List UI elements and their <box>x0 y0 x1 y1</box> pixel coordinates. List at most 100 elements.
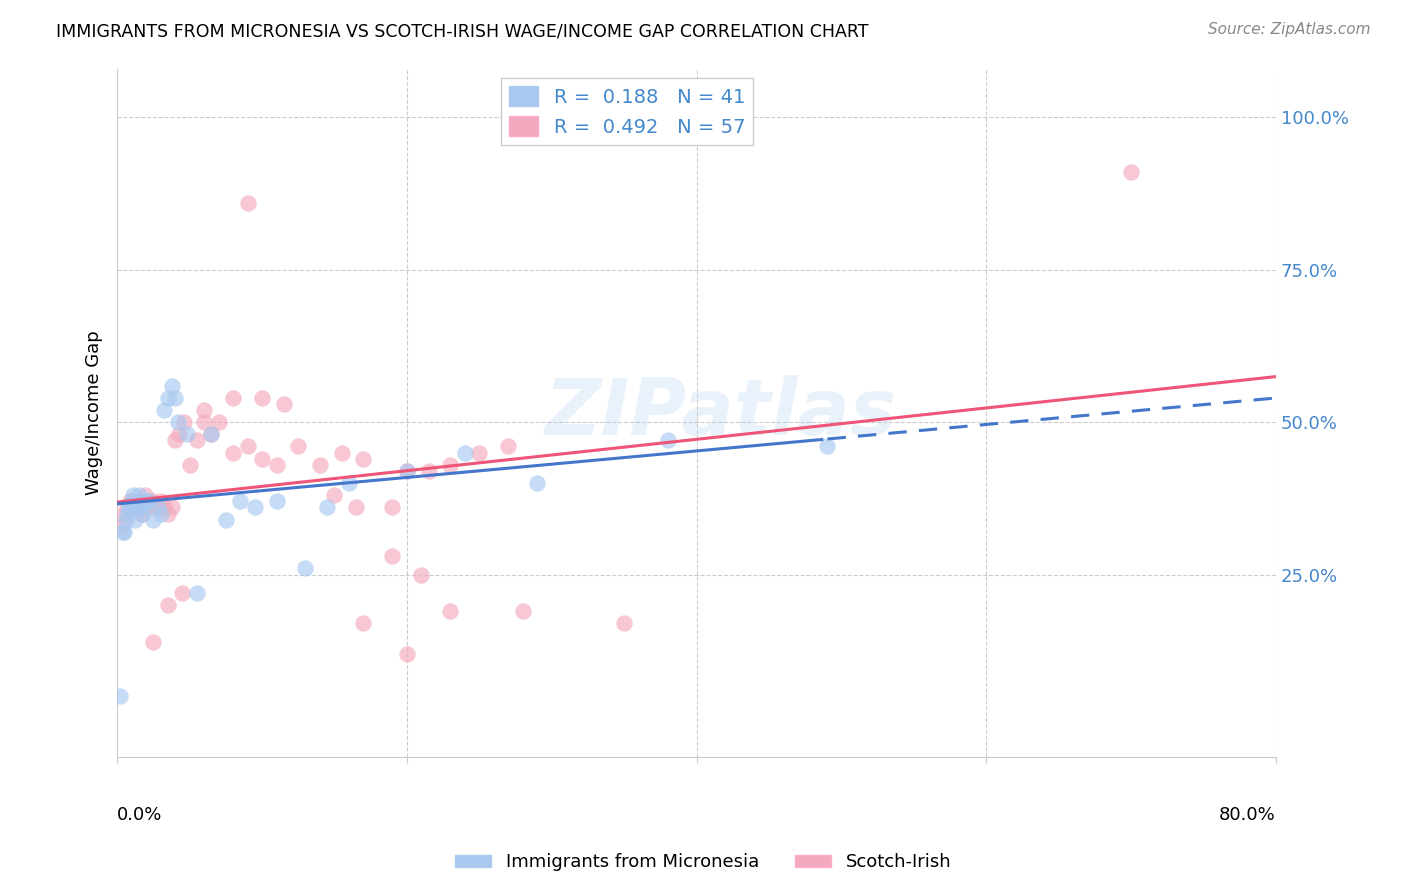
Point <box>172 586 194 600</box>
Point <box>136 494 159 508</box>
Point <box>186 586 208 600</box>
Legend: R =  0.188   N = 41, R =  0.492   N = 57: R = 0.188 N = 41, R = 0.492 N = 57 <box>501 78 754 145</box>
Point <box>1119 165 1142 179</box>
Text: 80.0%: 80.0% <box>1219 805 1277 823</box>
Point <box>418 464 440 478</box>
Point <box>337 476 360 491</box>
Point <box>108 690 131 704</box>
Point <box>124 513 146 527</box>
Point <box>207 415 229 429</box>
Point <box>395 647 418 661</box>
Point <box>657 434 679 448</box>
Point <box>243 500 266 515</box>
Point <box>142 634 165 648</box>
Point <box>395 464 418 478</box>
Point <box>149 494 172 508</box>
Point <box>193 403 215 417</box>
Point <box>156 507 179 521</box>
Point <box>287 440 309 454</box>
Point <box>381 500 404 515</box>
Point <box>145 500 167 515</box>
Point <box>110 518 132 533</box>
Point <box>118 500 141 515</box>
Point <box>122 494 145 508</box>
Point <box>323 488 346 502</box>
Point <box>173 415 195 429</box>
Point <box>138 494 160 508</box>
Point <box>215 513 238 527</box>
Y-axis label: Wage/Income Gap: Wage/Income Gap <box>86 331 103 495</box>
Point <box>156 598 179 612</box>
Point <box>222 445 245 459</box>
Point <box>132 500 155 515</box>
Point <box>121 494 143 508</box>
Text: Source: ZipAtlas.com: Source: ZipAtlas.com <box>1208 22 1371 37</box>
Point <box>134 488 156 502</box>
Point <box>439 604 461 618</box>
Point <box>139 500 162 515</box>
Point <box>512 604 534 618</box>
Point <box>176 427 198 442</box>
Point <box>316 500 339 515</box>
Point <box>129 500 152 515</box>
Point <box>128 488 150 502</box>
Point <box>250 391 273 405</box>
Point <box>266 494 288 508</box>
Point <box>250 451 273 466</box>
Point <box>111 524 134 539</box>
Point <box>815 440 838 454</box>
Point <box>146 500 169 515</box>
Point <box>200 427 222 442</box>
Legend: Immigrants from Micronesia, Scotch-Irish: Immigrants from Micronesia, Scotch-Irish <box>447 847 959 879</box>
Point <box>167 415 190 429</box>
Point <box>266 458 288 472</box>
Point <box>352 616 374 631</box>
Point <box>114 524 136 539</box>
Point <box>160 378 183 392</box>
Point <box>454 445 477 459</box>
Point <box>169 427 191 442</box>
Point <box>498 440 520 454</box>
Point <box>468 445 491 459</box>
Point <box>131 507 153 521</box>
Point <box>352 451 374 466</box>
Point <box>222 391 245 405</box>
Point <box>309 458 332 472</box>
Point <box>200 427 222 442</box>
Point <box>165 434 187 448</box>
Point <box>160 500 183 515</box>
Point <box>294 561 316 575</box>
Point <box>142 494 165 508</box>
Text: ZIPatlas: ZIPatlas <box>544 375 896 451</box>
Point <box>236 195 259 210</box>
Point <box>115 513 138 527</box>
Point <box>152 403 174 417</box>
Point <box>125 500 148 515</box>
Point <box>613 616 636 631</box>
Point <box>330 445 353 459</box>
Point <box>229 494 252 508</box>
Point <box>186 434 208 448</box>
Point <box>117 507 139 521</box>
Point <box>125 500 148 515</box>
Point <box>142 513 165 527</box>
Point <box>526 476 548 491</box>
Point <box>165 391 187 405</box>
Point <box>273 397 295 411</box>
Point <box>344 500 367 515</box>
Point <box>156 391 179 405</box>
Point <box>135 494 157 508</box>
Point <box>381 549 404 564</box>
Point <box>439 458 461 472</box>
Point <box>179 458 201 472</box>
Point <box>117 500 139 515</box>
Point <box>120 494 142 508</box>
Point <box>395 464 418 478</box>
Point <box>131 507 153 521</box>
Point <box>120 500 142 515</box>
Point <box>193 415 215 429</box>
Text: 0.0%: 0.0% <box>117 805 163 823</box>
Point <box>152 500 174 515</box>
Point <box>127 494 149 508</box>
Point <box>114 507 136 521</box>
